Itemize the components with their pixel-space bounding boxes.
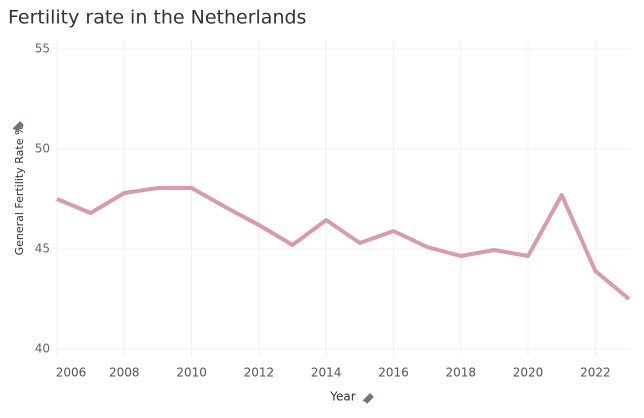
y-tick-label: 45 <box>35 242 50 256</box>
x-tick-label: 2018 <box>445 366 476 380</box>
data-line <box>56 186 631 301</box>
y-tick-label: 40 <box>35 342 50 356</box>
x-axis-label: Year <box>329 390 355 404</box>
x-tick-label: 2006 <box>56 366 87 380</box>
y-tick-label: 55 <box>35 42 50 56</box>
x-tick-label: 2020 <box>513 366 544 380</box>
x-tick-label: 2014 <box>311 366 342 380</box>
x-tick-label: 2010 <box>176 366 207 380</box>
x-tick-label: 2016 <box>378 366 409 380</box>
y-axis-label: General Fertility Rate % <box>13 125 26 256</box>
pin-icon <box>12 121 24 132</box>
y-tick-label: 50 <box>35 142 50 156</box>
x-tick-label: 2012 <box>244 366 275 380</box>
x-tick-label: 2022 <box>580 366 611 380</box>
pin-icon <box>362 393 374 404</box>
x-tick-label: 2008 <box>109 366 140 380</box>
chart-title: Fertility rate in the Netherlands <box>8 7 306 29</box>
